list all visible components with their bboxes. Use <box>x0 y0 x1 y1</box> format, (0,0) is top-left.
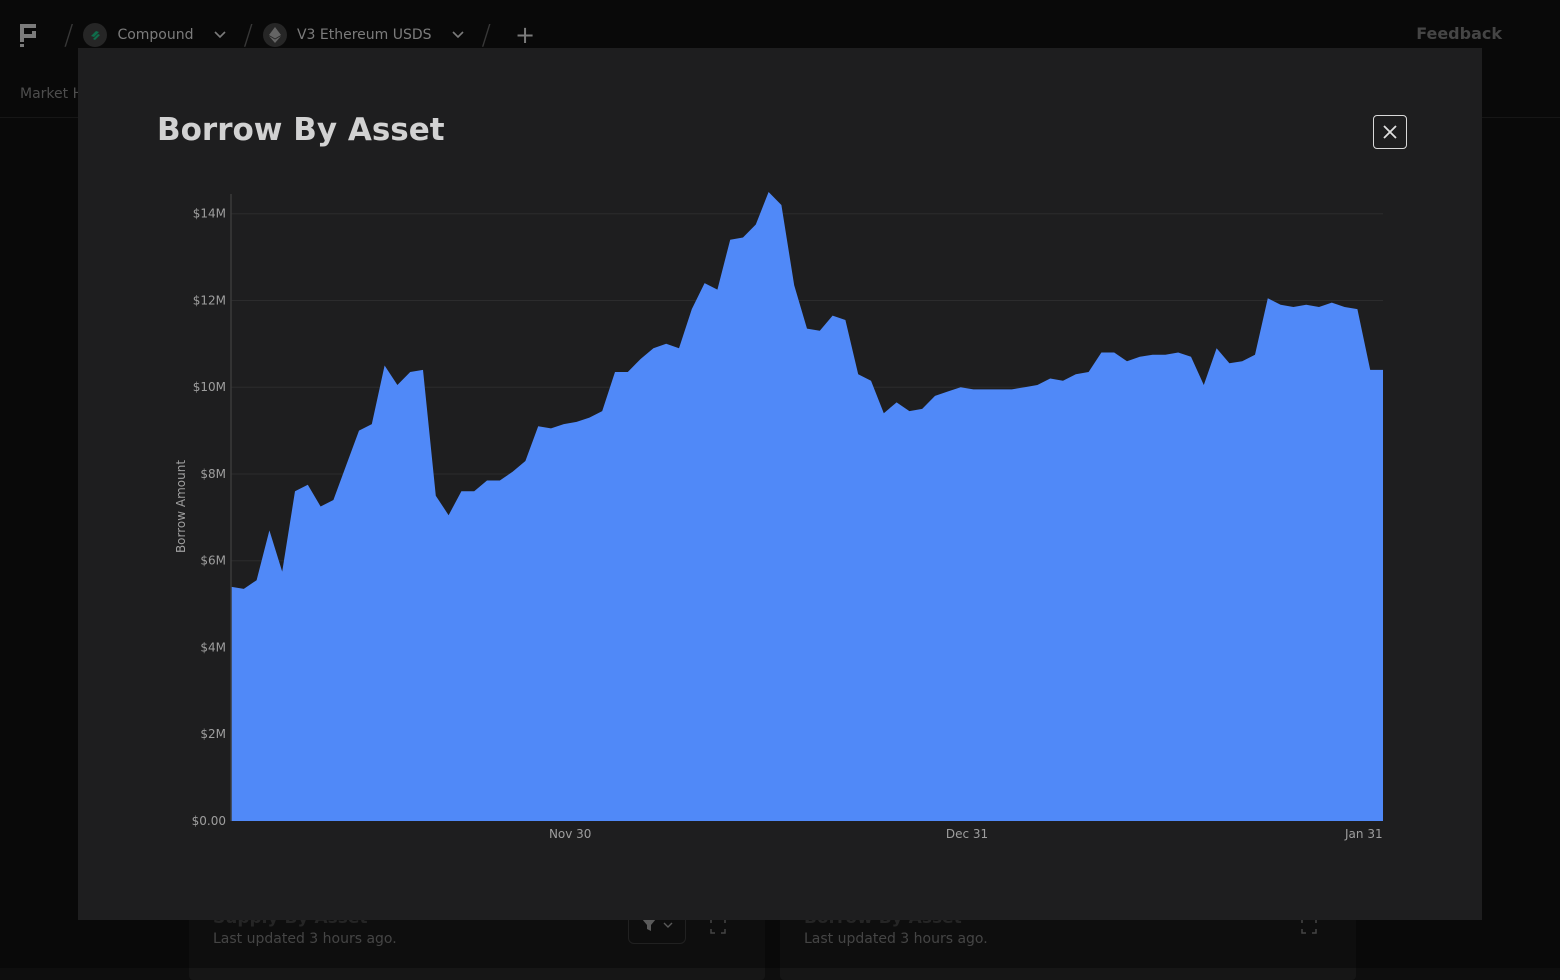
market-label: V3 Ethereum USDS <box>296 27 432 43</box>
borrow-area-series <box>231 192 1383 821</box>
y-tick-label: $8M <box>200 467 226 481</box>
y-tick-label: $2M <box>200 727 226 741</box>
y-tick-label: $6M <box>200 554 226 568</box>
y-axis-label: Borrow Amount <box>174 460 188 553</box>
app-logo-icon[interactable] <box>18 22 40 48</box>
add-icon[interactable]: + <box>514 21 536 49</box>
y-tick-label: $0.00 <box>192 814 226 828</box>
chart-modal: Borrow By Asset $0.00 $2M $4M $6M $8M $10M $12… <box>78 48 1482 920</box>
market-selector[interactable]: V3 Ethereum USDS <box>262 23 464 47</box>
borrow-area-chart: $0.00 $2M $4M $6M $8M $10M $12M $14M Nov 30 Dec … <box>174 192 1383 841</box>
chevron-down-icon <box>663 922 673 928</box>
feedback-button[interactable]: Feedback <box>1416 24 1502 43</box>
x-tick-label: Nov 30 <box>549 827 592 841</box>
x-tick-label: Jan 31 <box>1344 827 1383 841</box>
card-last-updated: Last updated 3 hours ago. <box>804 931 988 947</box>
y-tick-label: $10M <box>193 380 226 394</box>
y-axis-ticks: $0.00 $2M $4M $6M $8M $10M $12M $14M <box>192 207 226 828</box>
breadcrumb-separator: / <box>64 18 74 51</box>
card-last-updated: Last updated 3 hours ago. <box>213 931 397 947</box>
protocol-label: Compound <box>117 27 194 43</box>
y-tick-label: $14M <box>193 207 226 221</box>
chevron-down-icon <box>451 31 464 39</box>
y-tick-label: $12M <box>193 293 226 307</box>
filter-icon <box>642 919 656 931</box>
x-axis-ticks: Nov 30 Dec 31 Jan 31 <box>549 827 1383 841</box>
top-bar: / Compound / V3 Ethereum USDS / + Feedba… <box>0 0 1560 70</box>
x-tick-label: Dec 31 <box>946 827 988 841</box>
close-icon <box>1383 125 1397 139</box>
close-button[interactable] <box>1373 115 1407 149</box>
y-tick-label: $4M <box>200 640 226 654</box>
modal-title: Borrow By Asset <box>157 112 445 148</box>
tab-market-history[interactable]: Market H <box>20 85 84 102</box>
protocol-selector[interactable]: Compound <box>83 23 226 47</box>
chevron-down-icon <box>213 31 226 39</box>
breadcrumb-separator: / <box>243 18 253 51</box>
breadcrumb-separator: / <box>481 18 491 51</box>
compound-logo-icon <box>83 23 108 47</box>
ethereum-icon <box>262 23 287 47</box>
